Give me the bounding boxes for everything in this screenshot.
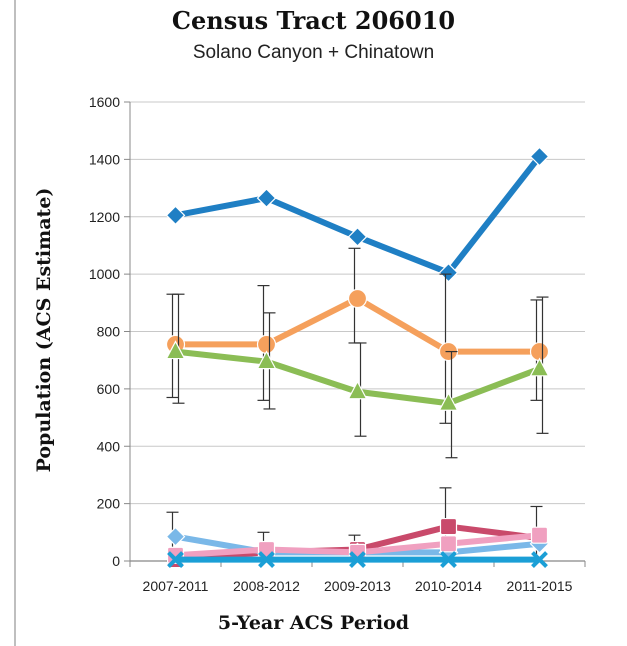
series-2 [165,247,550,424]
data-point [347,380,368,400]
data-point [439,535,458,553]
y-tick-label: 400 [97,438,121,454]
series-line [172,153,543,276]
data-point [165,526,186,547]
data-point [529,146,550,167]
x-axis-label: 5-Year ACS Period [217,612,410,634]
y-tick-label: 0 [112,553,120,569]
data-point [256,188,277,208]
data-point [347,288,368,309]
x-tick-label: 2008-2012 [233,578,300,594]
data-point [165,205,186,226]
data-point [531,551,548,568]
data-point [167,551,184,568]
series-1 [165,146,550,283]
y-tick-label: 1200 [89,209,120,225]
x-tick-label: 2011-2015 [507,578,573,594]
y-tick-label: 600 [97,381,121,397]
data-point [438,391,459,411]
data-point [439,517,458,536]
data-point [529,357,550,377]
data-point [165,340,186,360]
y-tick-label: 200 [97,496,121,512]
data-point [256,350,277,370]
frame-border [14,0,16,646]
y-tick-label: 1600 [89,94,120,110]
y-tick-label: 1400 [89,151,120,167]
chart-subtitle: Solano Canyon + Chinatown [192,42,435,63]
x-tick-label: 2010-2014 [415,578,482,594]
series-7 [167,551,548,568]
data-point [530,526,549,544]
series-3 [165,293,550,459]
x-tick-label: 2009-2013 [324,578,391,594]
y-tick-label: 1000 [89,266,120,282]
data-point [349,551,366,568]
data-point [440,551,457,568]
data-point [347,226,368,247]
data-point [258,551,275,568]
x-tick-label: 2007-2011 [143,578,209,594]
data-point [438,262,459,283]
y-tick-label: 800 [97,324,121,340]
chart-title: Census Tract 206010 [171,6,456,35]
